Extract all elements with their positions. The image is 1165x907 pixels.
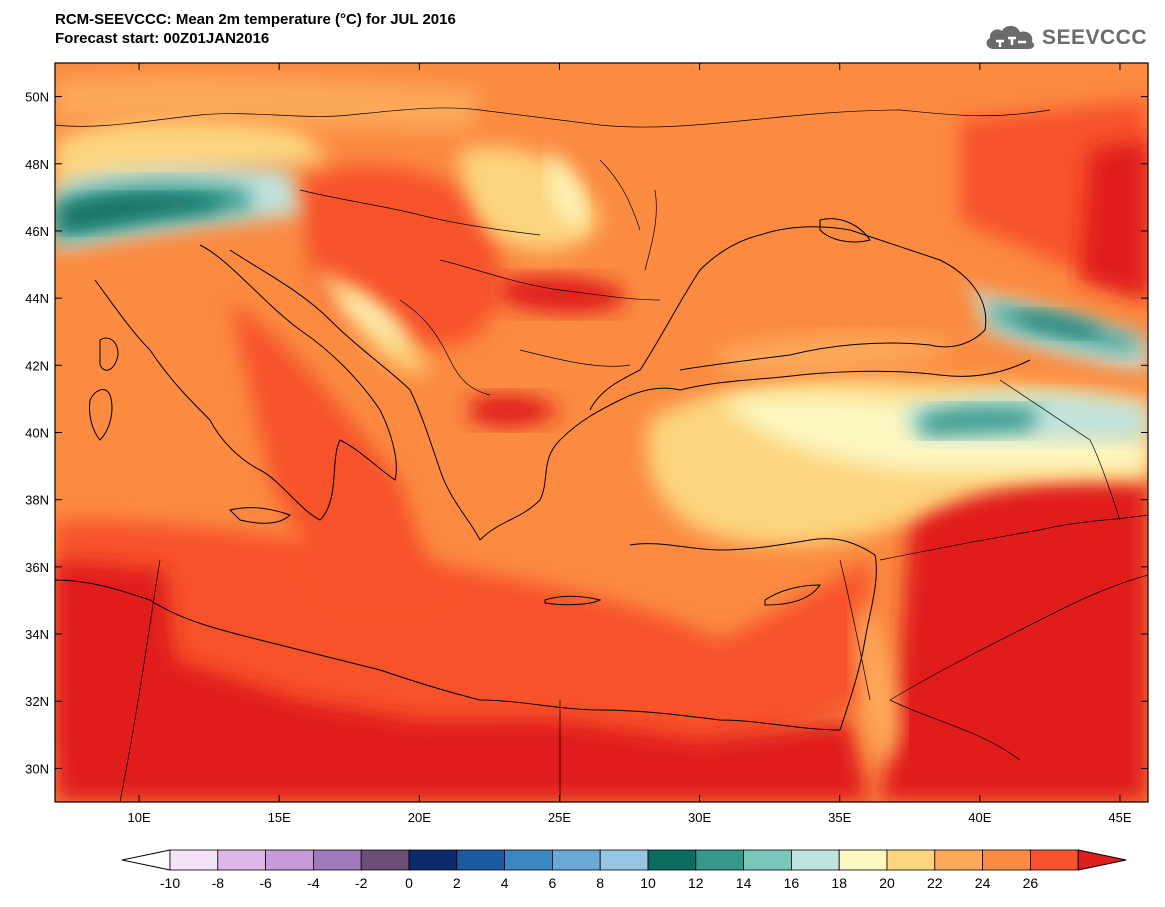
colorbar-box bbox=[599, 849, 649, 871]
colorbar-box bbox=[1030, 849, 1079, 871]
lon-tick-label: 10E bbox=[128, 810, 151, 825]
colorbar-box bbox=[456, 849, 505, 871]
temperature-field bbox=[55, 63, 1148, 802]
colorbar-label: 18 bbox=[831, 875, 847, 891]
colorbar-label: 22 bbox=[927, 875, 943, 891]
colorbar-label: 8 bbox=[596, 875, 604, 891]
lat-tick-label: 48N bbox=[25, 157, 49, 172]
colorbar-box bbox=[504, 849, 553, 871]
lat-tick-label: 38N bbox=[25, 493, 49, 508]
colorbar: -10 -8 -6 -4 -2 0 2 4 6 8 10 12 14 16 18 20 22 24 26 bbox=[121, 849, 1127, 891]
lon-tick-label: 35E bbox=[828, 810, 851, 825]
lon-tick-label: 25E bbox=[548, 810, 571, 825]
colorbar-box bbox=[552, 849, 601, 871]
lat-tick-label: 40N bbox=[25, 426, 49, 441]
colorbar-label: 24 bbox=[975, 875, 991, 891]
seevccc-logo: SEEVCCC bbox=[982, 20, 1147, 56]
colorbar-label: -8 bbox=[212, 875, 225, 891]
colorbar-box bbox=[312, 849, 362, 871]
colorbar-box bbox=[169, 849, 219, 871]
lat-tick-label: 34N bbox=[25, 627, 49, 642]
colorbar-box bbox=[217, 849, 267, 871]
lon-tick-label: 40E bbox=[968, 810, 991, 825]
latitude-axis: 50N 48N 46N 44N 42N 40N 38N 36N 34N 32N 30N bbox=[25, 90, 1148, 776]
colorbar-box bbox=[695, 849, 744, 871]
colorbar-label: -2 bbox=[355, 875, 368, 891]
colorbar-box bbox=[886, 849, 936, 871]
colorbar-label: 12 bbox=[688, 875, 704, 891]
colorbar-label: 2 bbox=[453, 875, 461, 891]
map-title: RCM-SEEVCCC: Mean 2m temperature (°C) fo… bbox=[55, 10, 456, 48]
lat-tick-label: 30N bbox=[25, 761, 49, 776]
lat-tick-label: 42N bbox=[25, 358, 49, 373]
colorbar-label: 0 bbox=[405, 875, 413, 891]
lat-tick-label: 50N bbox=[25, 90, 49, 105]
colorbar-label: 14 bbox=[736, 875, 752, 891]
colorbar-box bbox=[838, 849, 888, 871]
lat-tick-label: 36N bbox=[25, 560, 49, 575]
colorbar-under-arrow bbox=[121, 849, 171, 871]
colorbar-box bbox=[743, 849, 792, 871]
colorbar-over-arrow bbox=[1077, 849, 1127, 871]
lon-tick-label: 15E bbox=[268, 810, 291, 825]
colorbar-label: -4 bbox=[307, 875, 320, 891]
lat-tick-label: 32N bbox=[25, 694, 49, 709]
colorbar-box bbox=[791, 849, 840, 871]
title-line-1: RCM-SEEVCCC: Mean 2m temperature (°C) fo… bbox=[55, 11, 456, 28]
colorbar-label: -10 bbox=[160, 875, 180, 891]
colorbar-box bbox=[360, 849, 410, 871]
colorbar-label: 10 bbox=[640, 875, 656, 891]
colorbar-box bbox=[408, 849, 458, 871]
colorbar-label: 16 bbox=[784, 875, 800, 891]
colorbar-box bbox=[982, 849, 1031, 871]
coastlines bbox=[55, 218, 1031, 731]
colorbar-label: -6 bbox=[259, 875, 272, 891]
colorbar-box bbox=[934, 849, 983, 871]
colorbar-box bbox=[647, 849, 697, 871]
lon-tick-label: 45E bbox=[1108, 810, 1131, 825]
title-line-2: Forecast start: 00Z01JAN2016 bbox=[55, 30, 270, 47]
logo-text: SEEVCCC bbox=[1041, 26, 1147, 49]
country-borders bbox=[55, 107, 1148, 802]
lon-tick-label: 20E bbox=[408, 810, 431, 825]
colorbar-label: 20 bbox=[879, 875, 895, 891]
longitude-axis: 10E 15E 20E 25E 30E 35E 40E 45E bbox=[128, 63, 1132, 825]
colorbar-box bbox=[265, 849, 314, 871]
lat-tick-label: 46N bbox=[25, 224, 49, 239]
lat-tick-label: 44N bbox=[25, 291, 49, 306]
cloud-icon bbox=[986, 25, 1035, 49]
lon-tick-label: 30E bbox=[688, 810, 711, 825]
colorbar-label: 26 bbox=[1023, 875, 1039, 891]
colorbar-label: 4 bbox=[501, 875, 509, 891]
colorbar-label: 6 bbox=[549, 875, 557, 891]
